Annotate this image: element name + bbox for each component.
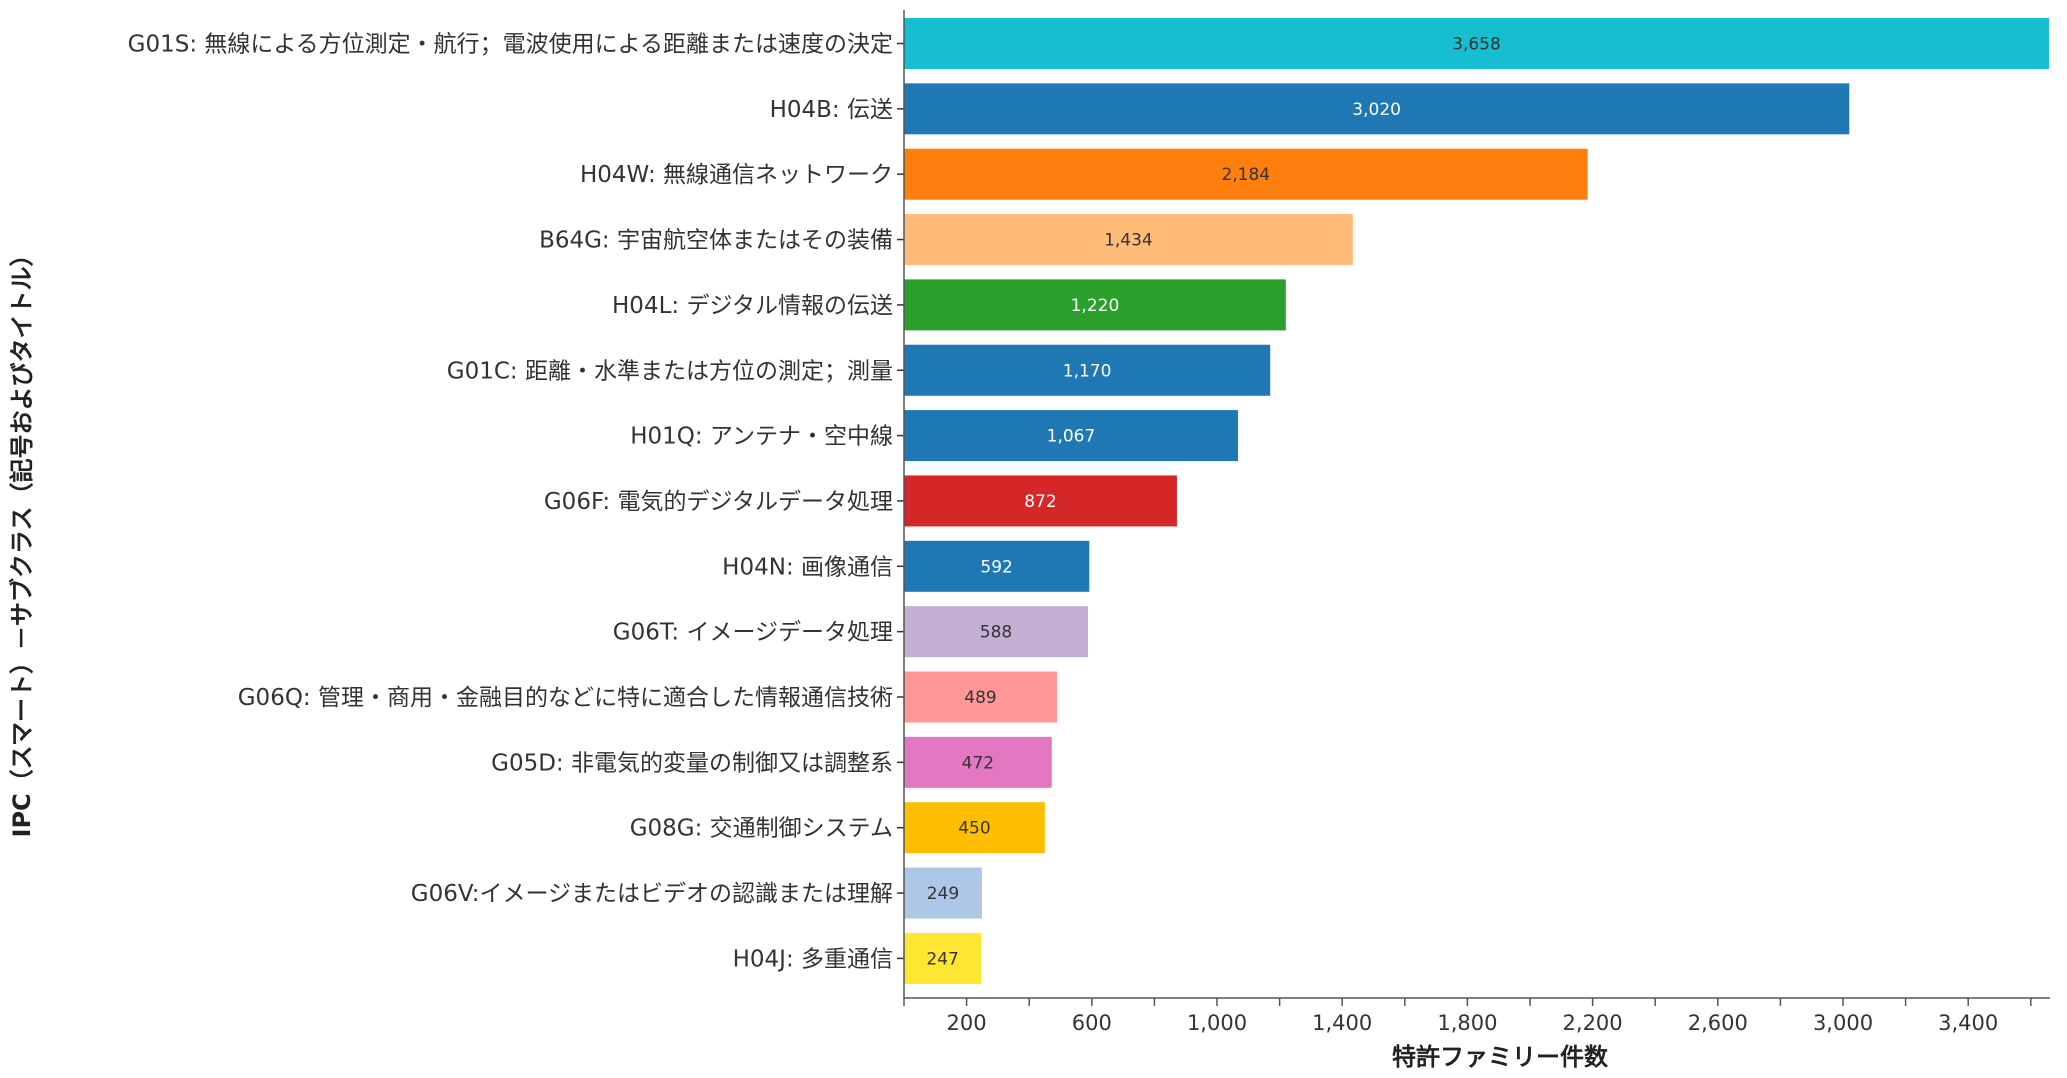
bar-3 <box>904 214 1353 266</box>
value-label: 592 <box>980 557 1012 577</box>
value-label: 1,434 <box>1104 231 1153 251</box>
bar-9 <box>904 606 1089 658</box>
value-label: 588 <box>980 623 1012 643</box>
value-label: 3,020 <box>1352 100 1401 120</box>
category-label: G01S: 無線による方位測定・航行；電波使用による距離または速度の決定 <box>128 32 893 58</box>
bar-11 <box>904 736 1052 788</box>
value-label: 472 <box>962 753 994 773</box>
x-tick-label: 2,200 <box>1563 1011 1623 1035</box>
value-label: 1,170 <box>1063 361 1112 381</box>
bar-12 <box>904 802 1045 854</box>
x-tick-label: 2,600 <box>1688 1011 1748 1035</box>
value-label: 249 <box>927 884 959 904</box>
bar-6 <box>904 410 1238 462</box>
category-label: H04L: デジタル情報の伝送 <box>612 293 893 319</box>
bar-13 <box>904 867 982 919</box>
value-label: 3,658 <box>1452 35 1501 55</box>
x-axis-title: 特許ファミリー件数 <box>1392 1043 1609 1071</box>
value-label: 1,220 <box>1071 296 1120 316</box>
bar-0 <box>904 18 2049 69</box>
x-tick-label: 3,000 <box>1813 1011 1873 1035</box>
category-label: H04W: 無線通信ネットワーク <box>580 162 893 188</box>
x-tick-label: 200 <box>947 1011 987 1035</box>
value-label: 872 <box>1024 492 1056 512</box>
category-label: G06F: 電気的デジタルデータ処理 <box>544 489 893 515</box>
bar-14 <box>904 932 982 984</box>
bar-5 <box>904 344 1271 396</box>
category-label: G06Q: 管理・商用・金融目的などに特に適合した情報通信技術 <box>238 685 893 711</box>
category-label: G05D: 非電気的変量の制御又は調整系 <box>491 750 893 776</box>
category-label: H04B: 伝送 <box>770 97 893 123</box>
value-label: 2,184 <box>1221 165 1270 185</box>
category-label: G01C: 距離・水準または方位の測定；測量 <box>447 358 893 384</box>
category-label: G06V:イメージまたはビデオの認識または理解 <box>411 881 893 907</box>
category-label: H04J: 多重通信 <box>733 946 893 972</box>
category-labels: G01S: 無線による方位測定・航行；電波使用による距離または速度の決定 H04B… <box>128 32 893 973</box>
category-label: G06T: イメージデータ処理 <box>613 620 893 646</box>
category-label: H04N: 画像通信 <box>722 554 893 580</box>
axes: 200 600 1,000 1,400 1,800 2,200 2,600 3,000 3,40… <box>897 10 2050 1035</box>
x-tick-label: 1,400 <box>1312 1011 1372 1035</box>
bar-2 <box>904 148 1588 200</box>
value-label: 1,067 <box>1047 427 1096 447</box>
bar-4 <box>904 279 1286 331</box>
x-tick-label: 1,000 <box>1187 1011 1247 1035</box>
bars-group <box>904 18 2049 984</box>
bar-10 <box>904 671 1058 723</box>
category-label: H01Q: アンテナ・空中線 <box>630 424 893 450</box>
value-label: 450 <box>958 819 990 839</box>
value-label: 247 <box>926 949 958 969</box>
value-label: 489 <box>964 688 996 708</box>
bar-1 <box>904 83 1850 135</box>
x-tick-label: 3,400 <box>1938 1011 1998 1035</box>
category-label: G08G: 交通制御システム <box>630 816 893 842</box>
x-tick-label: 1,800 <box>1437 1011 1497 1035</box>
y-axis-title: IPC（スマート）－サブクラス（記号およびタイトル） <box>8 243 36 838</box>
value-labels: 3,658 3,020 2,184 1,434 1,220 1,170 1,067 872 59… <box>926 35 1500 970</box>
category-label: B64G: 宇宙航空体またはその装備 <box>539 228 893 254</box>
bar-8 <box>904 540 1090 592</box>
x-tick-label: 600 <box>1072 1011 1112 1035</box>
bar-7 <box>904 475 1177 527</box>
